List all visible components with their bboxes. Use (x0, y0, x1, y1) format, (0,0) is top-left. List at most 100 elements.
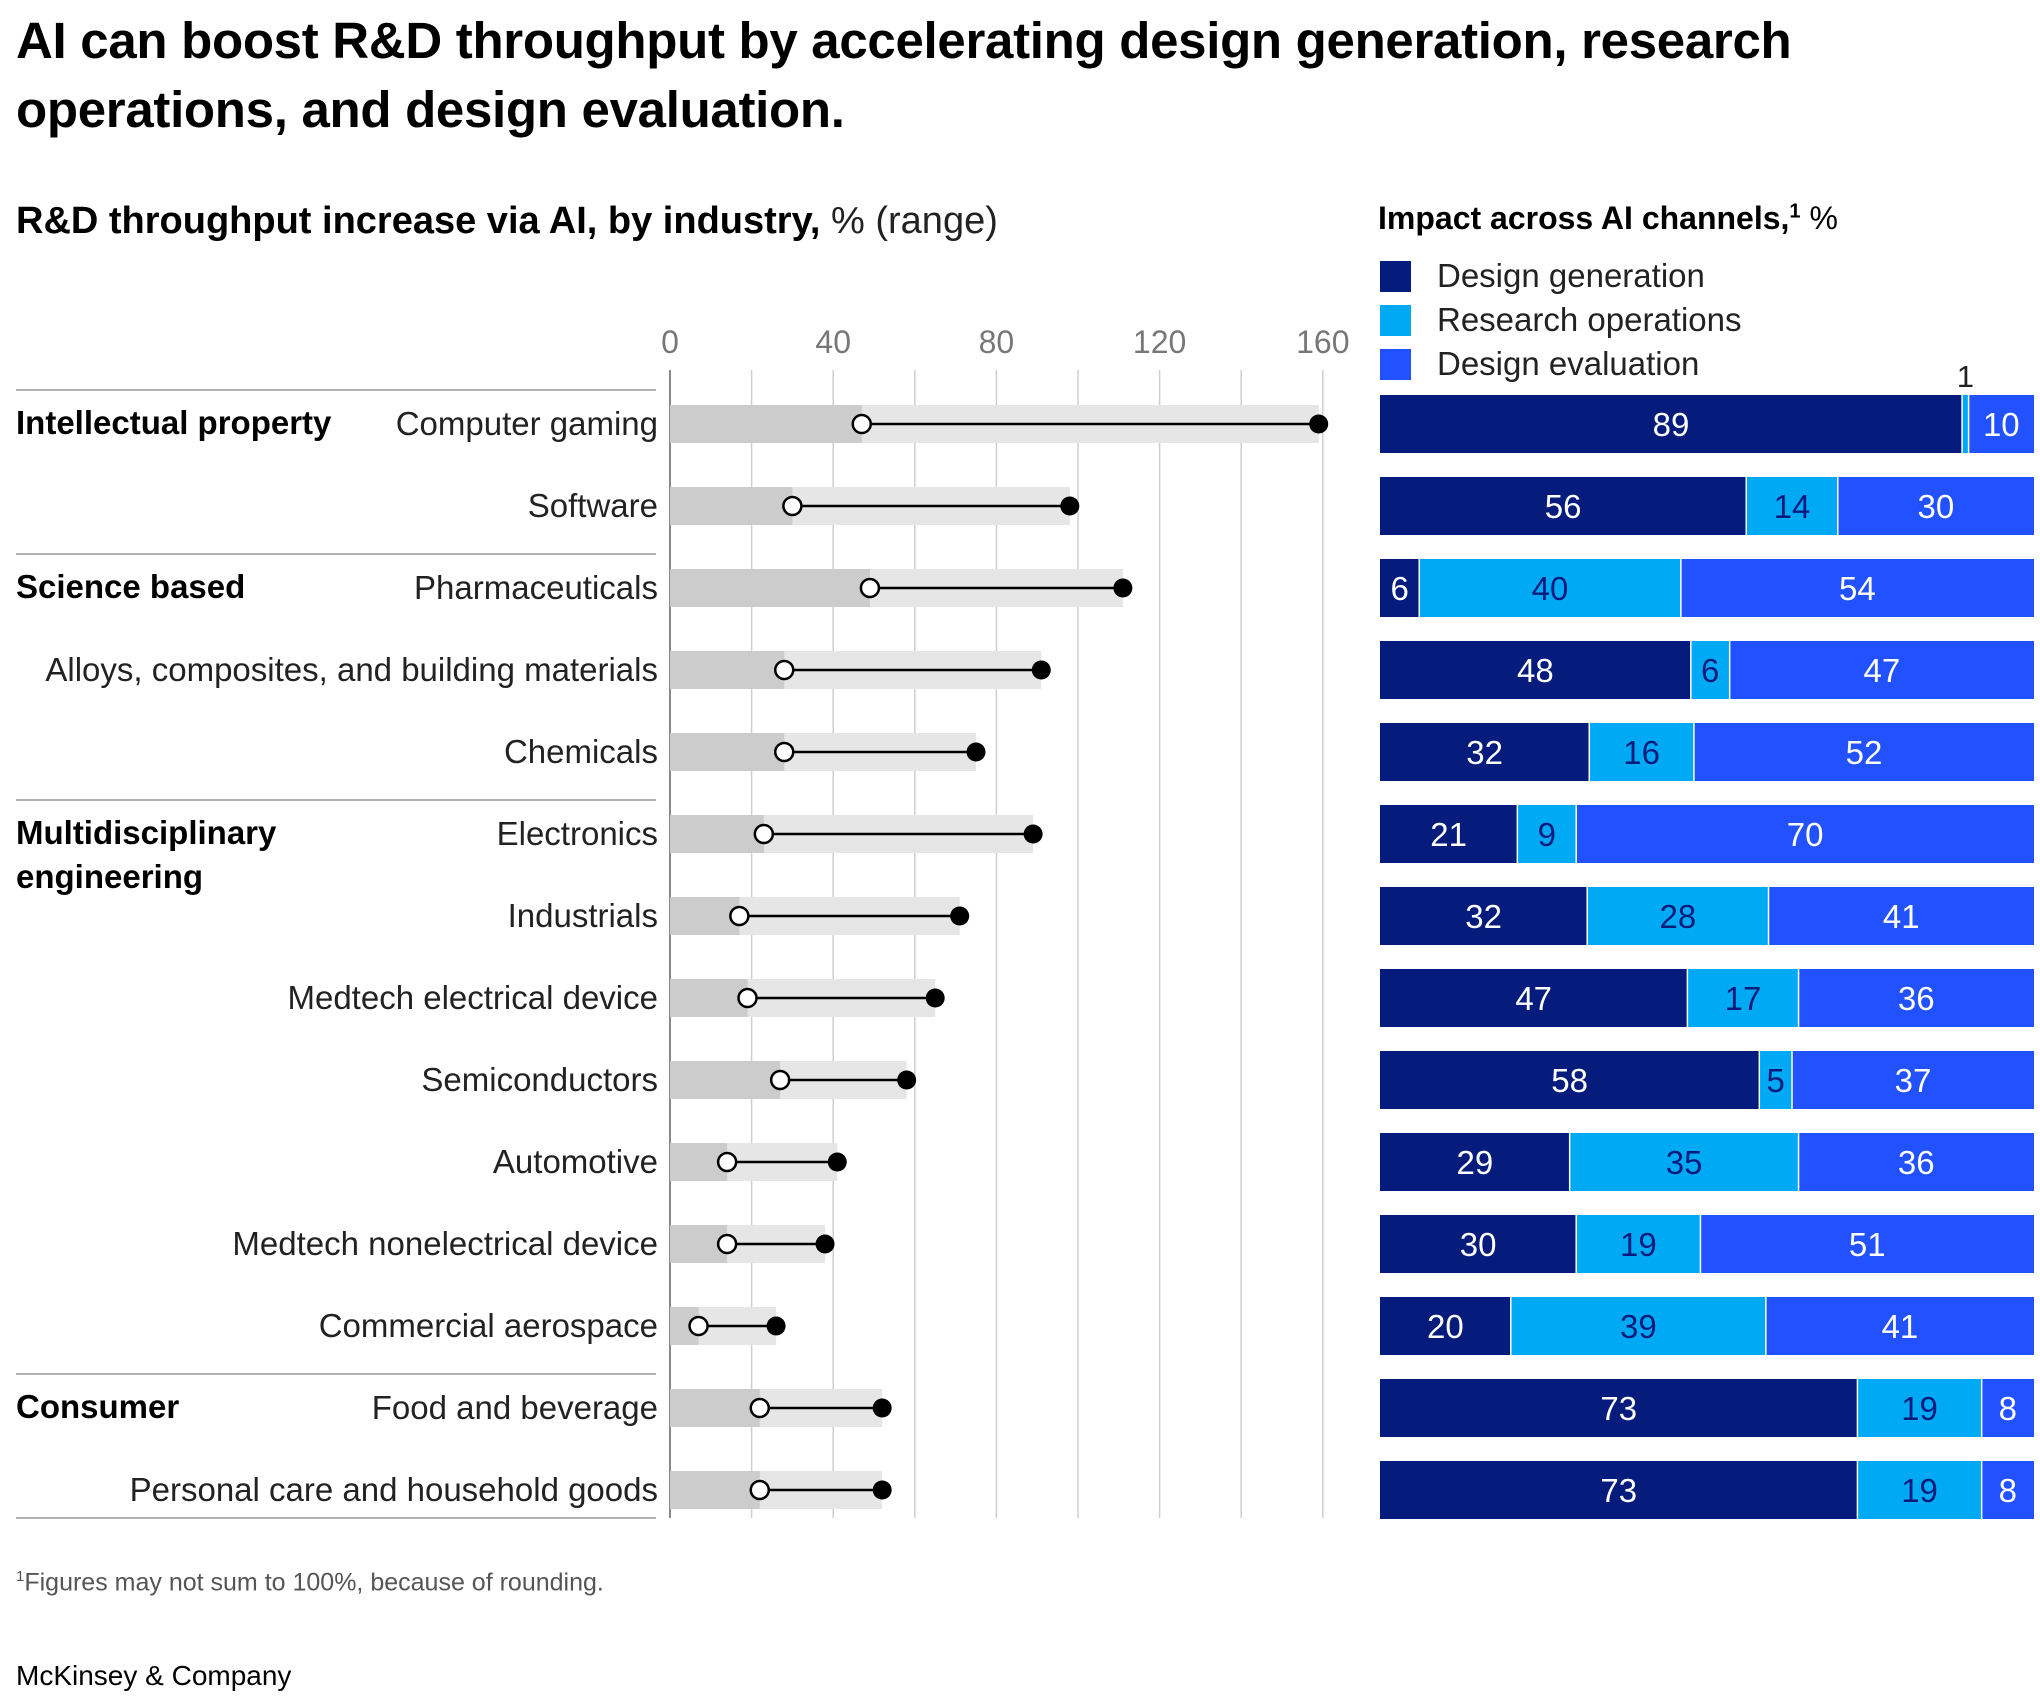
bar-personal-care-and-household-goods-research-operations-label: 19 (1901, 1472, 1938, 1509)
right-chart-title-main: Impact across AI channels, (1378, 200, 1790, 236)
low-point-medtech-nonelectrical-device (716, 1233, 738, 1255)
legend-item-design-generation: Design generation (1380, 254, 1742, 298)
category-label-personal-care-and-household-goods: Personal care and household goods (130, 1471, 658, 1508)
bar-semiconductors-design-generation (1380, 1051, 1760, 1109)
category-label-semiconductors: Semiconductors (421, 1061, 658, 1098)
bar-industrials-design-evaluation-label: 41 (1883, 898, 1920, 935)
bar-food-and-beverage-design-evaluation-label: 8 (1999, 1390, 2017, 1427)
high-point-software (1060, 496, 1080, 516)
category-label-electronics: Electronics (497, 815, 658, 852)
range-low-fill-medtech-electrical-device (670, 979, 748, 1017)
footnote: 1Figures may not sum to 100%, because of… (16, 1568, 604, 1597)
high-point-computer-gaming (1309, 414, 1329, 434)
bar-commercial-aerospace-design-evaluation (1765, 1297, 2034, 1355)
low-point-electronics (753, 823, 775, 845)
x-tick-label-120: 120 (1133, 324, 1186, 360)
bar-electronics-design-generation (1380, 805, 1518, 863)
bar-food-and-beverage-design-evaluation (1981, 1379, 2034, 1437)
group-label-multidisciplinary-engineering-line-2: engineering (16, 858, 203, 895)
low-point-pharmaceuticals (859, 577, 881, 599)
bar-food-and-beverage-research-operations (1857, 1379, 1982, 1437)
bar-medtech-electrical-device-design-evaluation-label: 36 (1898, 980, 1935, 1017)
bar-medtech-electrical-device-design-evaluation (1798, 969, 2034, 1027)
bar-alloys-composites-and-building-materials-design-generation-label: 48 (1517, 652, 1554, 689)
bar-software-design-evaluation-label: 30 (1918, 488, 1955, 525)
bar-medtech-nonelectrical-device-design-generation-label: 30 (1460, 1226, 1497, 1263)
bar-alloys-composites-and-building-materials-design-evaluation-label: 47 (1863, 652, 1900, 689)
range-low-fill-electronics (670, 815, 764, 853)
bar-medtech-nonelectrical-device-research-operations-label: 19 (1620, 1226, 1657, 1263)
bar-electronics-research-operations (1517, 805, 1577, 863)
group-label-science-based: Science based (16, 568, 245, 605)
bar-chemicals-design-evaluation (1693, 723, 2034, 781)
bar-electronics-design-evaluation (1576, 805, 2034, 863)
bar-semiconductors-research-operations (1759, 1051, 1793, 1109)
x-tick-label-160: 160 (1296, 324, 1349, 360)
bar-personal-care-and-household-goods-design-evaluation (1981, 1461, 2034, 1519)
bar-automotive-research-operations-label: 35 (1666, 1144, 1703, 1181)
bar-medtech-nonelectrical-device-design-generation (1380, 1215, 1577, 1273)
high-point-pharmaceuticals (1113, 578, 1133, 598)
bar-pharmaceuticals-research-operations (1419, 559, 1681, 617)
bar-automotive-design-generation-label: 29 (1456, 1144, 1493, 1181)
bar-personal-care-and-household-goods-design-generation (1380, 1461, 1858, 1519)
bar-personal-care-and-household-goods-design-generation-label: 73 (1600, 1472, 1637, 1509)
bar-electronics-design-generation-label: 21 (1430, 816, 1467, 853)
bar-medtech-nonelectrical-device-research-operations (1576, 1215, 1701, 1273)
low-point-computer-gaming (851, 413, 873, 435)
legend-label-design-generation: Design generation (1437, 257, 1705, 294)
bar-automotive-design-evaluation-label: 36 (1898, 1144, 1935, 1181)
legend: Design generation Research operations De… (1380, 254, 1742, 386)
bar-medtech-electrical-device-research-operations (1687, 969, 1799, 1027)
bar-commercial-aerospace-design-evaluation-label: 41 (1882, 1308, 1919, 1345)
bar-semiconductors-design-generation-label: 58 (1551, 1062, 1588, 1099)
category-label-commercial-aerospace: Commercial aerospace (319, 1307, 658, 1344)
category-label-alloys-composites-and-building-materials: Alloys, composites, and building materia… (45, 651, 658, 688)
bar-software-research-operations (1746, 477, 1838, 535)
high-point-alloys-composites-and-building-materials (1031, 660, 1051, 680)
bar-semiconductors-design-evaluation-label: 37 (1895, 1062, 1932, 1099)
high-point-chemicals (966, 742, 986, 762)
bar-software-design-generation-label: 56 (1545, 488, 1582, 525)
legend-item-research-operations: Research operations (1380, 298, 1742, 342)
bar-computer-gaming-design-generation (1380, 395, 1963, 453)
low-point-alloys-composites-and-building-materials (773, 659, 795, 681)
bar-food-and-beverage-design-generation-label: 73 (1600, 1390, 1637, 1427)
bar-commercial-aerospace-design-generation (1380, 1297, 1511, 1355)
high-point-food-and-beverage (872, 1398, 892, 1418)
bar-computer-gaming-design-generation-label: 89 (1653, 406, 1690, 443)
bar-chemicals-research-operations (1589, 723, 1694, 781)
bar-commercial-aerospace-research-operations (1510, 1297, 1766, 1355)
left-chart-title-main: R&D throughput increase via AI, by indus… (16, 200, 821, 242)
bar-industrials-design-evaluation (1768, 887, 2034, 945)
legend-swatch-research-operations (1380, 304, 1411, 336)
legend-item-design-evaluation: Design evaluation (1380, 342, 1742, 386)
bar-industrials-design-generation-label: 32 (1465, 898, 1502, 935)
bar-automotive-research-operations (1569, 1133, 1799, 1191)
bar-software-research-operations-label: 14 (1774, 488, 1811, 525)
category-label-industrials: Industrials (508, 897, 658, 934)
low-point-automotive (716, 1151, 738, 1173)
category-label-chemicals: Chemicals (504, 733, 658, 770)
bar-pharmaceuticals-design-generation (1380, 559, 1420, 617)
x-tick-label-0: 0 (661, 324, 679, 360)
category-label-food-and-beverage: Food and beverage (372, 1389, 658, 1426)
chart-title: AI can boost R&D throughput by accelerat… (16, 12, 1792, 138)
range-low-fill-chemicals (670, 733, 785, 771)
high-point-personal-care-and-household-goods (872, 1480, 892, 1500)
bar-electronics-research-operations-label: 9 (1538, 816, 1556, 853)
bar-pharmaceuticals-design-evaluation-label: 54 (1839, 570, 1876, 607)
category-label-pharmaceuticals: Pharmaceuticals (414, 569, 658, 606)
category-label-automotive: Automotive (493, 1143, 658, 1180)
bar-computer-gaming-design-evaluation (1968, 395, 2034, 453)
range-low-fill-food-and-beverage (670, 1389, 760, 1427)
bar-commercial-aerospace-research-operations-label: 39 (1620, 1308, 1657, 1345)
bar-industrials-research-operations-label: 28 (1660, 898, 1697, 935)
group-label-multidisciplinary-engineering-line-1: Multidisciplinary (16, 814, 277, 851)
low-point-personal-care-and-household-goods (749, 1479, 771, 1501)
range-low-fill-pharmaceuticals (670, 569, 870, 607)
bar-pharmaceuticals-design-evaluation (1680, 559, 2034, 617)
high-point-electronics (1023, 824, 1043, 844)
group-label-consumer: Consumer (16, 1388, 179, 1425)
bar-food-and-beverage-design-generation (1380, 1379, 1858, 1437)
